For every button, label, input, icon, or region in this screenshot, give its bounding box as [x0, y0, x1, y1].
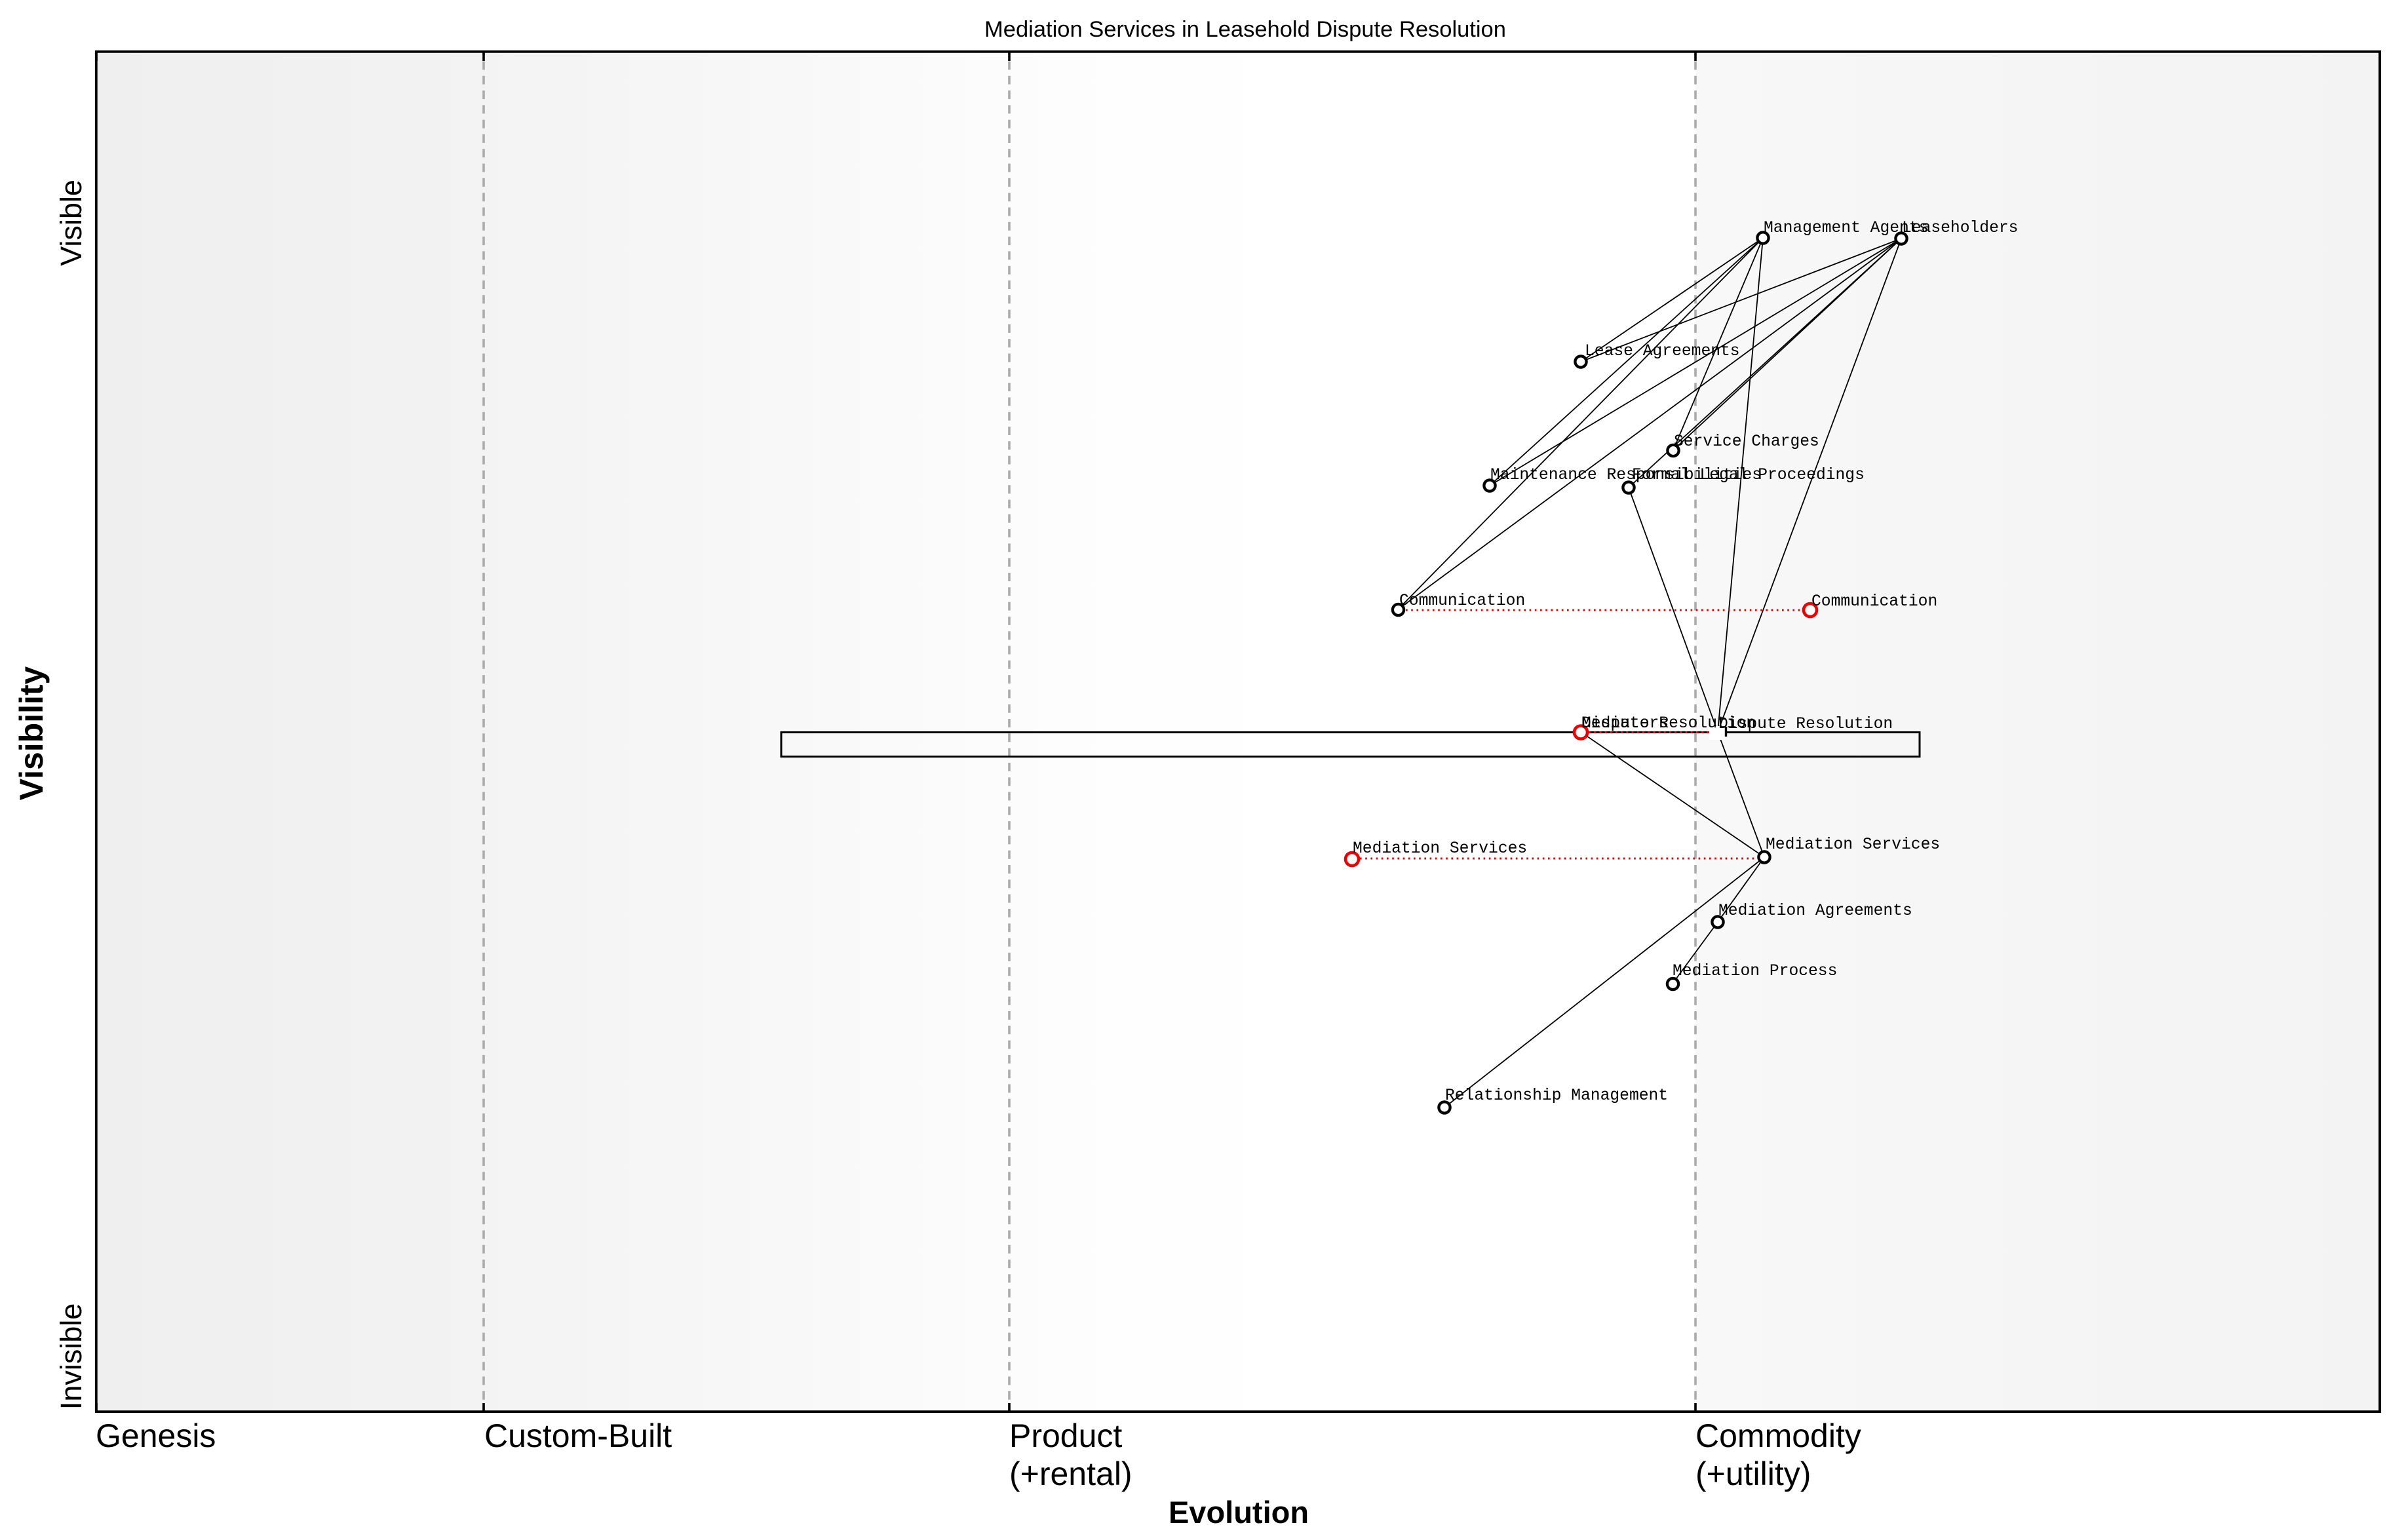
svg-text:Product: Product [1009, 1417, 1122, 1454]
svg-text:Leaseholders: Leaseholders [1902, 219, 2018, 237]
svg-text:Communication: Communication [1811, 592, 1937, 611]
svg-text:Mediation Agreements: Mediation Agreements [1718, 902, 1912, 920]
svg-text:Dispute Resolution: Dispute Resolution [1718, 715, 1893, 733]
svg-text:Visibility: Visibility [13, 666, 50, 800]
svg-text:Mediators: Mediators [1581, 714, 1669, 733]
svg-text:Mediation Process: Mediation Process [1673, 962, 1837, 980]
svg-text:Mediation Services: Mediation Services [1766, 836, 1940, 854]
svg-text:Dispute Resolution: Dispute Resolution [1581, 714, 1756, 733]
svg-text:Mediation Services in Leasehol: Mediation Services in Leasehold Dispute … [984, 17, 1506, 42]
svg-text:Relationship Management: Relationship Management [1445, 1087, 1668, 1105]
svg-text:Custom-Built: Custom-Built [484, 1417, 672, 1454]
svg-text:Visible: Visible [54, 180, 88, 266]
svg-text:Mediation Services: Mediation Services [1353, 839, 1527, 858]
svg-text:Formal Legal Proceedings: Formal Legal Proceedings [1632, 466, 1865, 484]
svg-text:Communication: Communication [1399, 592, 1525, 610]
svg-text:Service Charges: Service Charges [1674, 433, 1819, 451]
svg-text:Maintenance Responsibilities: Maintenance Responsibilities [1490, 466, 1762, 484]
svg-text:Commodity: Commodity [1695, 1417, 1861, 1454]
svg-text:Genesis: Genesis [96, 1417, 216, 1454]
svg-text:(+rental): (+rental) [1009, 1455, 1132, 1492]
svg-text:Invisible: Invisible [54, 1303, 88, 1410]
svg-text:Lease Agreements: Lease Agreements [1585, 342, 1740, 360]
svg-text:Management Agents: Management Agents [1764, 219, 1928, 237]
svg-text:Evolution: Evolution [1169, 1495, 1309, 1530]
svg-text:(+utility): (+utility) [1695, 1455, 1811, 1492]
